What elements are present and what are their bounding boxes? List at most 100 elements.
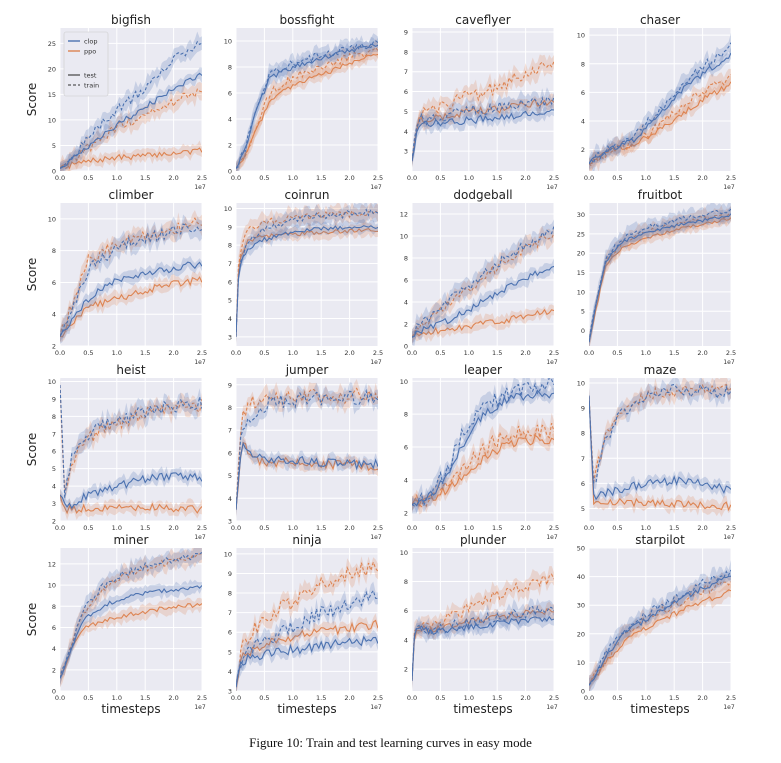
y-tick-label: 2 <box>404 321 408 329</box>
ppo_train-band <box>236 203 378 345</box>
x-tick-label: 0.5 <box>259 694 269 702</box>
y-axis-label: Score <box>25 603 39 637</box>
y-tick-label: 4 <box>228 116 232 124</box>
x-tick-label: 0.0 <box>584 524 594 532</box>
panel-title: plunder <box>460 533 506 547</box>
x-tick-label: 2.0 <box>168 174 178 182</box>
panel-miner: 0 2 4 6 8 10 12 0.0 0.5 1.0 1.5 2.0 2.5 1e7 miner Score… <box>25 533 207 716</box>
x-tick-label: 1.0 <box>112 174 122 182</box>
x-tick-label: 2.5 <box>197 349 207 357</box>
clop_test-band <box>60 466 202 513</box>
clop_train-line <box>412 378 554 507</box>
panel-climber: 2 4 6 8 10 0.0 0.5 1.0 1.5 2.0 2.5 1e7 climber Score <box>25 188 207 366</box>
y-tick-label: 9 <box>228 381 232 389</box>
y-tick-label: 7 <box>228 260 232 268</box>
x-tick-label: 0.5 <box>83 524 93 532</box>
clop_train-band <box>236 203 378 345</box>
legend-box <box>63 31 109 97</box>
x-tick-label: 1.0 <box>464 349 474 357</box>
ppo_train-line <box>412 573 554 681</box>
clop_test-band <box>412 385 554 513</box>
x-multiplier-label: 1e7 <box>723 184 735 191</box>
x-tick-label: 0.5 <box>259 349 269 357</box>
clop_test-line <box>60 72 202 169</box>
x-tick-label: 2.5 <box>726 174 736 182</box>
x-tick-label: 2.5 <box>197 694 207 702</box>
y-tick-label: 6 <box>228 449 232 457</box>
y-tick-label: 10 <box>577 380 585 388</box>
x-tick-label: 1.0 <box>641 694 651 702</box>
y-tick-label: 9 <box>52 395 56 403</box>
clop_train-band <box>236 382 378 519</box>
y-tick-label: 3 <box>228 333 232 341</box>
clop_test-line <box>589 213 731 343</box>
x-tick-label: 1.0 <box>641 174 651 182</box>
panel-title: ninja <box>292 533 321 547</box>
x-multiplier-label: 1e7 <box>723 359 735 366</box>
x-tick-label: 2.0 <box>168 349 178 357</box>
y-tick-label: 9 <box>404 28 408 36</box>
x-tick-label: 0.5 <box>435 694 445 702</box>
x-multiplier-label: 1e7 <box>194 534 206 541</box>
x-tick-label: 2.5 <box>197 174 207 182</box>
clop_train-line <box>236 388 378 510</box>
panel-title: caveflyer <box>455 13 510 27</box>
clop_test-line <box>236 43 378 169</box>
x-tick-label: 0.5 <box>83 694 93 702</box>
clop_test-line <box>412 615 554 681</box>
y-tick-label: 2 <box>404 509 408 517</box>
x-multiplier-label: 1e7 <box>723 534 735 541</box>
y-tick-label: 8 <box>581 60 585 68</box>
x-tick-label: 0.0 <box>584 349 594 357</box>
ppo_train-band <box>60 378 202 501</box>
ppo_train-band <box>412 224 554 345</box>
x-tick-label: 0.5 <box>259 524 269 532</box>
y-tick-label: 7 <box>581 455 585 463</box>
panel-title: coinrun <box>284 188 329 202</box>
legend-label-train: train <box>84 82 99 90</box>
series-group <box>589 32 731 171</box>
y-tick-label: 8 <box>52 603 56 611</box>
ppo_test-line <box>236 227 378 337</box>
clop_train-line <box>412 226 554 338</box>
y-tick-label: 4 <box>404 299 408 307</box>
ppo_test-band <box>236 47 378 171</box>
y-tick-label: 2 <box>52 518 56 526</box>
y-tick-label: 5 <box>581 308 585 316</box>
ppo_train-line <box>412 423 554 508</box>
x-axis-label: timesteps <box>277 702 336 716</box>
ppo_train-band <box>589 571 731 691</box>
x-tick-label: 0.0 <box>407 174 417 182</box>
x-tick-label: 1.0 <box>288 694 298 702</box>
y-tick-label: 5 <box>228 648 232 656</box>
series-group <box>412 54 554 168</box>
clop_train-line <box>589 42 731 165</box>
ppo_test-band <box>412 601 554 688</box>
x-tick-label: 0.0 <box>407 694 417 702</box>
y-tick-label: 8 <box>404 411 408 419</box>
ppo_train-line <box>60 553 202 679</box>
y-tick-label: 0 <box>52 168 56 176</box>
x-tick-label: 0.0 <box>55 349 65 357</box>
clop_test-line <box>412 265 554 338</box>
clop_train-band <box>589 559 731 691</box>
x-tick-label: 2.0 <box>520 524 530 532</box>
ppo_test-line <box>60 276 202 338</box>
clop_train-band <box>60 378 202 504</box>
y-tick-label: 4 <box>228 315 232 323</box>
ppo_train-line <box>236 387 378 510</box>
y-tick-label: 7 <box>52 430 56 438</box>
y-tick-label: 3 <box>228 518 232 526</box>
panel-starpilot: 0 10 20 30 40 50 0.0 0.5 1.0 1.5 2.0 2.5 1e7 starpilo… <box>577 533 736 716</box>
y-tick-label: 5 <box>52 142 56 150</box>
clop_train-band <box>412 219 554 346</box>
x-multiplier-label: 1e7 <box>546 359 558 366</box>
x-tick-label: 0.0 <box>231 174 241 182</box>
ppo_train-line <box>589 74 731 167</box>
ppo_test-band <box>60 140 202 171</box>
ppo_test-line <box>412 608 554 681</box>
y-tick-label: 8 <box>581 430 585 438</box>
x-tick-label: 1.5 <box>669 349 679 357</box>
y-tick-label: 9 <box>581 405 585 413</box>
x-tick-label: 0.5 <box>435 524 445 532</box>
